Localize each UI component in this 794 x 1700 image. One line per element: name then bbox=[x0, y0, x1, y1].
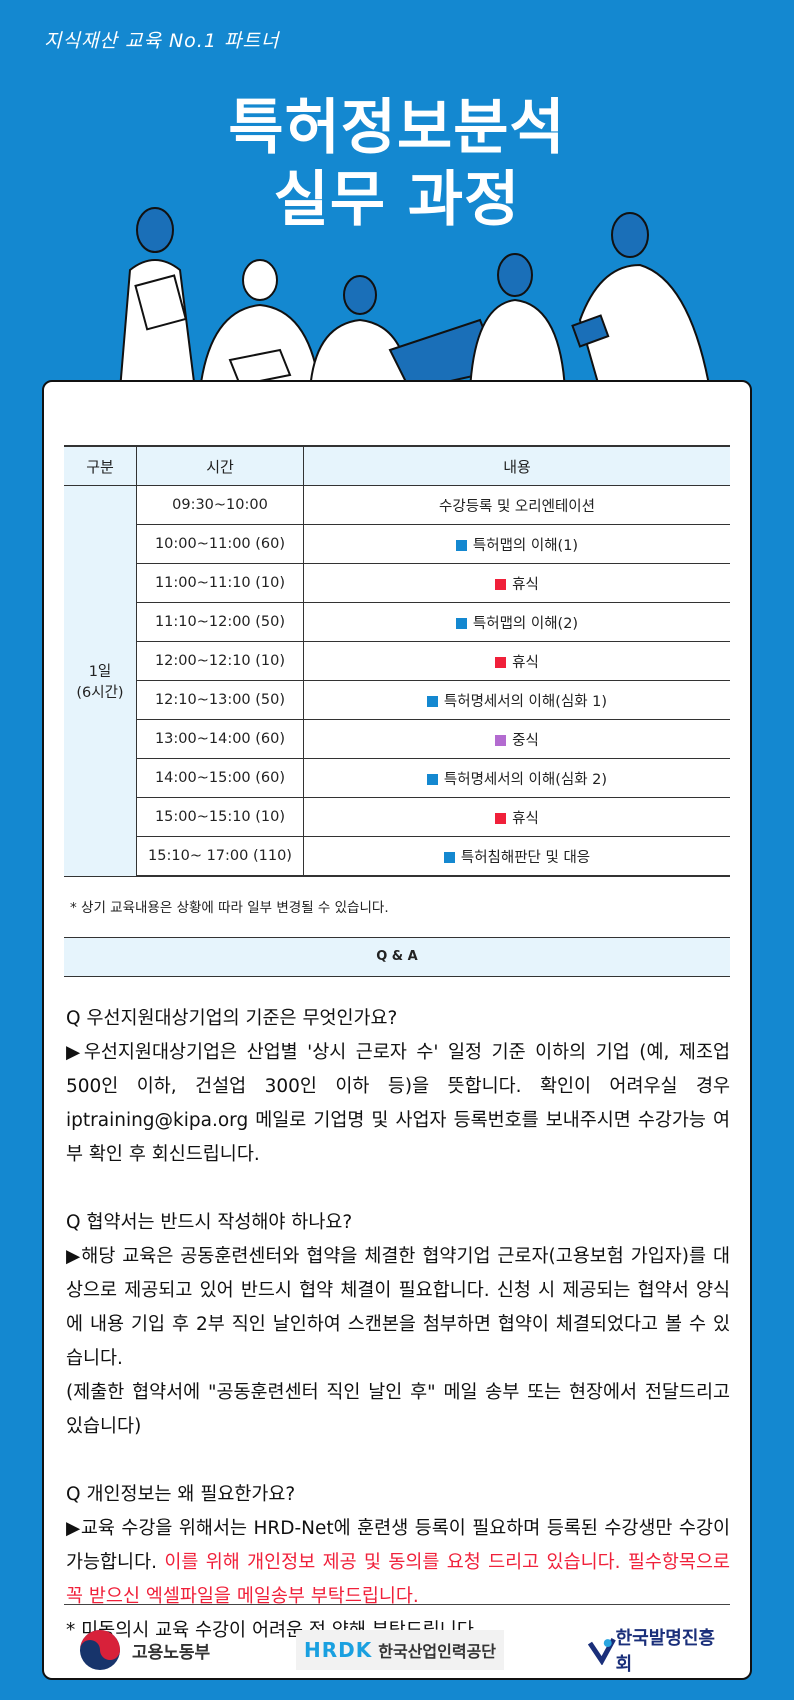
header-content: 내용 bbox=[303, 445, 730, 486]
time-cell: 15:00~15:10 (10) bbox=[136, 797, 304, 837]
time-cell: 11:00~11:10 (10) bbox=[136, 563, 304, 603]
header-time: 시간 bbox=[136, 445, 304, 486]
content-label: 휴식 bbox=[512, 810, 539, 827]
answer-3-highlight: 이를 위해 개인정보 제공 및 동의를 요청 드리고 있습니다. 필수항목으로 … bbox=[66, 1552, 730, 1607]
content-label: 특허맵의 이해(2) bbox=[472, 615, 579, 632]
answer-2: ▶해당 교육은 공동훈련센터와 협약을 체결한 협약기업 근로자(고용보험 가입… bbox=[66, 1246, 730, 1369]
footer-divider bbox=[64, 1604, 730, 1605]
content-cell: 휴식 bbox=[303, 797, 730, 837]
answer-3: ▶교육 수강을 위해서는 HRD-Net에 훈련생 등록이 필요하며 등록된 수… bbox=[66, 1512, 730, 1614]
answer-1: ▶우선지원대상기업은 산업별 '상시 근로자 수' 일정 기준 이하의 기업 (… bbox=[66, 1042, 730, 1165]
content-label: 특허명세서의 이해(심화 1) bbox=[443, 693, 608, 710]
day-label: 1일 bbox=[88, 663, 112, 680]
table-row: 12:00~12:10 (10) 휴식 bbox=[64, 641, 730, 681]
table-row: 15:00~15:10 (10) 휴식 bbox=[64, 797, 730, 837]
content-label: 특허명세서의 이해(심화 2) bbox=[443, 771, 608, 788]
kipa-logo: 한국발명진흥회 bbox=[588, 1624, 730, 1676]
schedule-table: 구분 시간 내용 1일 (6시간) 09:30~10:00 수강등록 및 오리엔테이션… bbox=[64, 445, 730, 877]
time-cell: 13:00~14:00 (60) bbox=[136, 719, 304, 759]
page-title: 특허정보분석 실무 과정 bbox=[0, 92, 794, 236]
content-cell: 중식 bbox=[303, 719, 730, 759]
table-row: 12:10~13:00 (50) 특허명세서의 이해(심화 1) bbox=[64, 680, 730, 720]
lunch-marker-icon bbox=[495, 734, 507, 746]
lecture-marker-icon bbox=[455, 539, 467, 551]
time-cell: 12:10~13:00 (50) bbox=[136, 680, 304, 720]
content-label: 특허침해판단 및 대응 bbox=[460, 849, 591, 866]
table-row: 15:10~ 17:00 (110) 특허침해판단 및 대응 bbox=[64, 836, 730, 877]
day-hours: (6시간) bbox=[76, 684, 124, 701]
time-cell: 10:00~11:00 (60) bbox=[136, 524, 304, 564]
moel-logo: 고용노동부 bbox=[78, 1624, 210, 1676]
break-marker-icon bbox=[495, 812, 507, 824]
content-label: 휴식 bbox=[512, 576, 539, 593]
table-row: 14:00~15:00 (60) 특허명세서의 이해(심화 2) bbox=[64, 758, 730, 798]
qa-section: Q 우선지원대상기업의 기준은 무엇인가요? ▶우선지원대상기업은 산업별 '상… bbox=[66, 1002, 730, 1648]
time-cell: 15:10~ 17:00 (110) bbox=[136, 836, 304, 877]
table-row: 11:00~11:10 (10) 휴식 bbox=[64, 563, 730, 603]
office-workers-illustration bbox=[118, 207, 712, 390]
answer-3-text: ▶교육 수강을 위해서는 HRD-Net에 훈련생 등록이 필요하며 등록된 수… bbox=[66, 1518, 730, 1573]
table-row: 13:00~14:00 (60) 중식 bbox=[64, 719, 730, 759]
hrdk-logo: HRDK 한국산업인력공단 bbox=[296, 1630, 505, 1670]
content-cell: 특허맵의 이해(2) bbox=[303, 602, 730, 642]
question-1: Q 우선지원대상기업의 기준은 무엇인가요? bbox=[66, 1008, 398, 1029]
lecture-marker-icon bbox=[443, 851, 455, 863]
content-label: 수강등록 및 오리엔테이션 bbox=[439, 498, 595, 515]
content-cell: 휴식 bbox=[303, 563, 730, 603]
content-cell: 휴식 bbox=[303, 641, 730, 681]
question-2: Q 협약서는 반드시 작성해야 하나요? bbox=[66, 1212, 353, 1233]
content-label: 휴식 bbox=[512, 654, 539, 671]
table-row: 10:00~11:00 (60) 특허맵의 이해(1) bbox=[64, 524, 730, 564]
break-marker-icon bbox=[495, 578, 507, 590]
content-cell: 특허침해판단 및 대응 bbox=[303, 836, 730, 877]
question-3: Q 개인정보는 왜 필요한가요? bbox=[66, 1484, 296, 1505]
time-cell: 14:00~15:00 (60) bbox=[136, 758, 304, 798]
answer-2-note: (제출한 협약서에 "공동훈련센터 직인 날인 후" 메일 송부 또는 현장에서… bbox=[66, 1382, 730, 1437]
time-cell: 09:30~10:00 bbox=[136, 485, 304, 525]
content-cell: 특허명세서의 이해(심화 2) bbox=[303, 758, 730, 798]
content-cell: 특허명세서의 이해(심화 1) bbox=[303, 680, 730, 720]
lecture-marker-icon bbox=[426, 773, 438, 785]
schedule-note: * 상기 교육내용은 상황에 따라 일부 변경될 수 있습니다. bbox=[70, 900, 389, 916]
taegeuk-icon bbox=[80, 1630, 120, 1670]
time-cell: 12:00~12:10 (10) bbox=[136, 641, 304, 681]
table-header-row: 구분 시간 내용 bbox=[64, 445, 730, 486]
footer-logos: 고용노동부 HRDK 한국산업인력공단 한국발명진흥회 bbox=[64, 1624, 730, 1676]
table-row: 11:10~12:00 (50) 특허맵의 이해(2) bbox=[64, 602, 730, 642]
lecture-marker-icon bbox=[426, 695, 438, 707]
content-cell: 수강등록 및 오리엔테이션 bbox=[303, 485, 730, 525]
break-marker-icon bbox=[495, 656, 507, 668]
content-cell: 특허맵의 이해(1) bbox=[303, 524, 730, 564]
title-line-1: 특허정보분석 bbox=[228, 93, 566, 163]
title-line-2: 실무 과정 bbox=[273, 165, 521, 235]
kipa-emblem-icon bbox=[588, 1637, 616, 1665]
lecture-marker-icon bbox=[455, 617, 467, 629]
qa-title: Q & A bbox=[64, 937, 730, 977]
content-card: 구분 시간 내용 1일 (6시간) 09:30~10:00 수강등록 및 오리엔테이션… bbox=[42, 380, 752, 1680]
content-label: 중식 bbox=[512, 732, 539, 749]
tagline: 지식재산 교육 No.1 파트너 bbox=[44, 30, 280, 52]
header-category: 구분 bbox=[64, 445, 137, 486]
day-cell: 1일 (6시간) bbox=[64, 485, 137, 877]
content-label: 특허맵의 이해(1) bbox=[472, 537, 579, 554]
table-row: 1일 (6시간) 09:30~10:00 수강등록 및 오리엔테이션 bbox=[64, 485, 730, 877]
time-cell: 11:10~12:00 (50) bbox=[136, 602, 304, 642]
